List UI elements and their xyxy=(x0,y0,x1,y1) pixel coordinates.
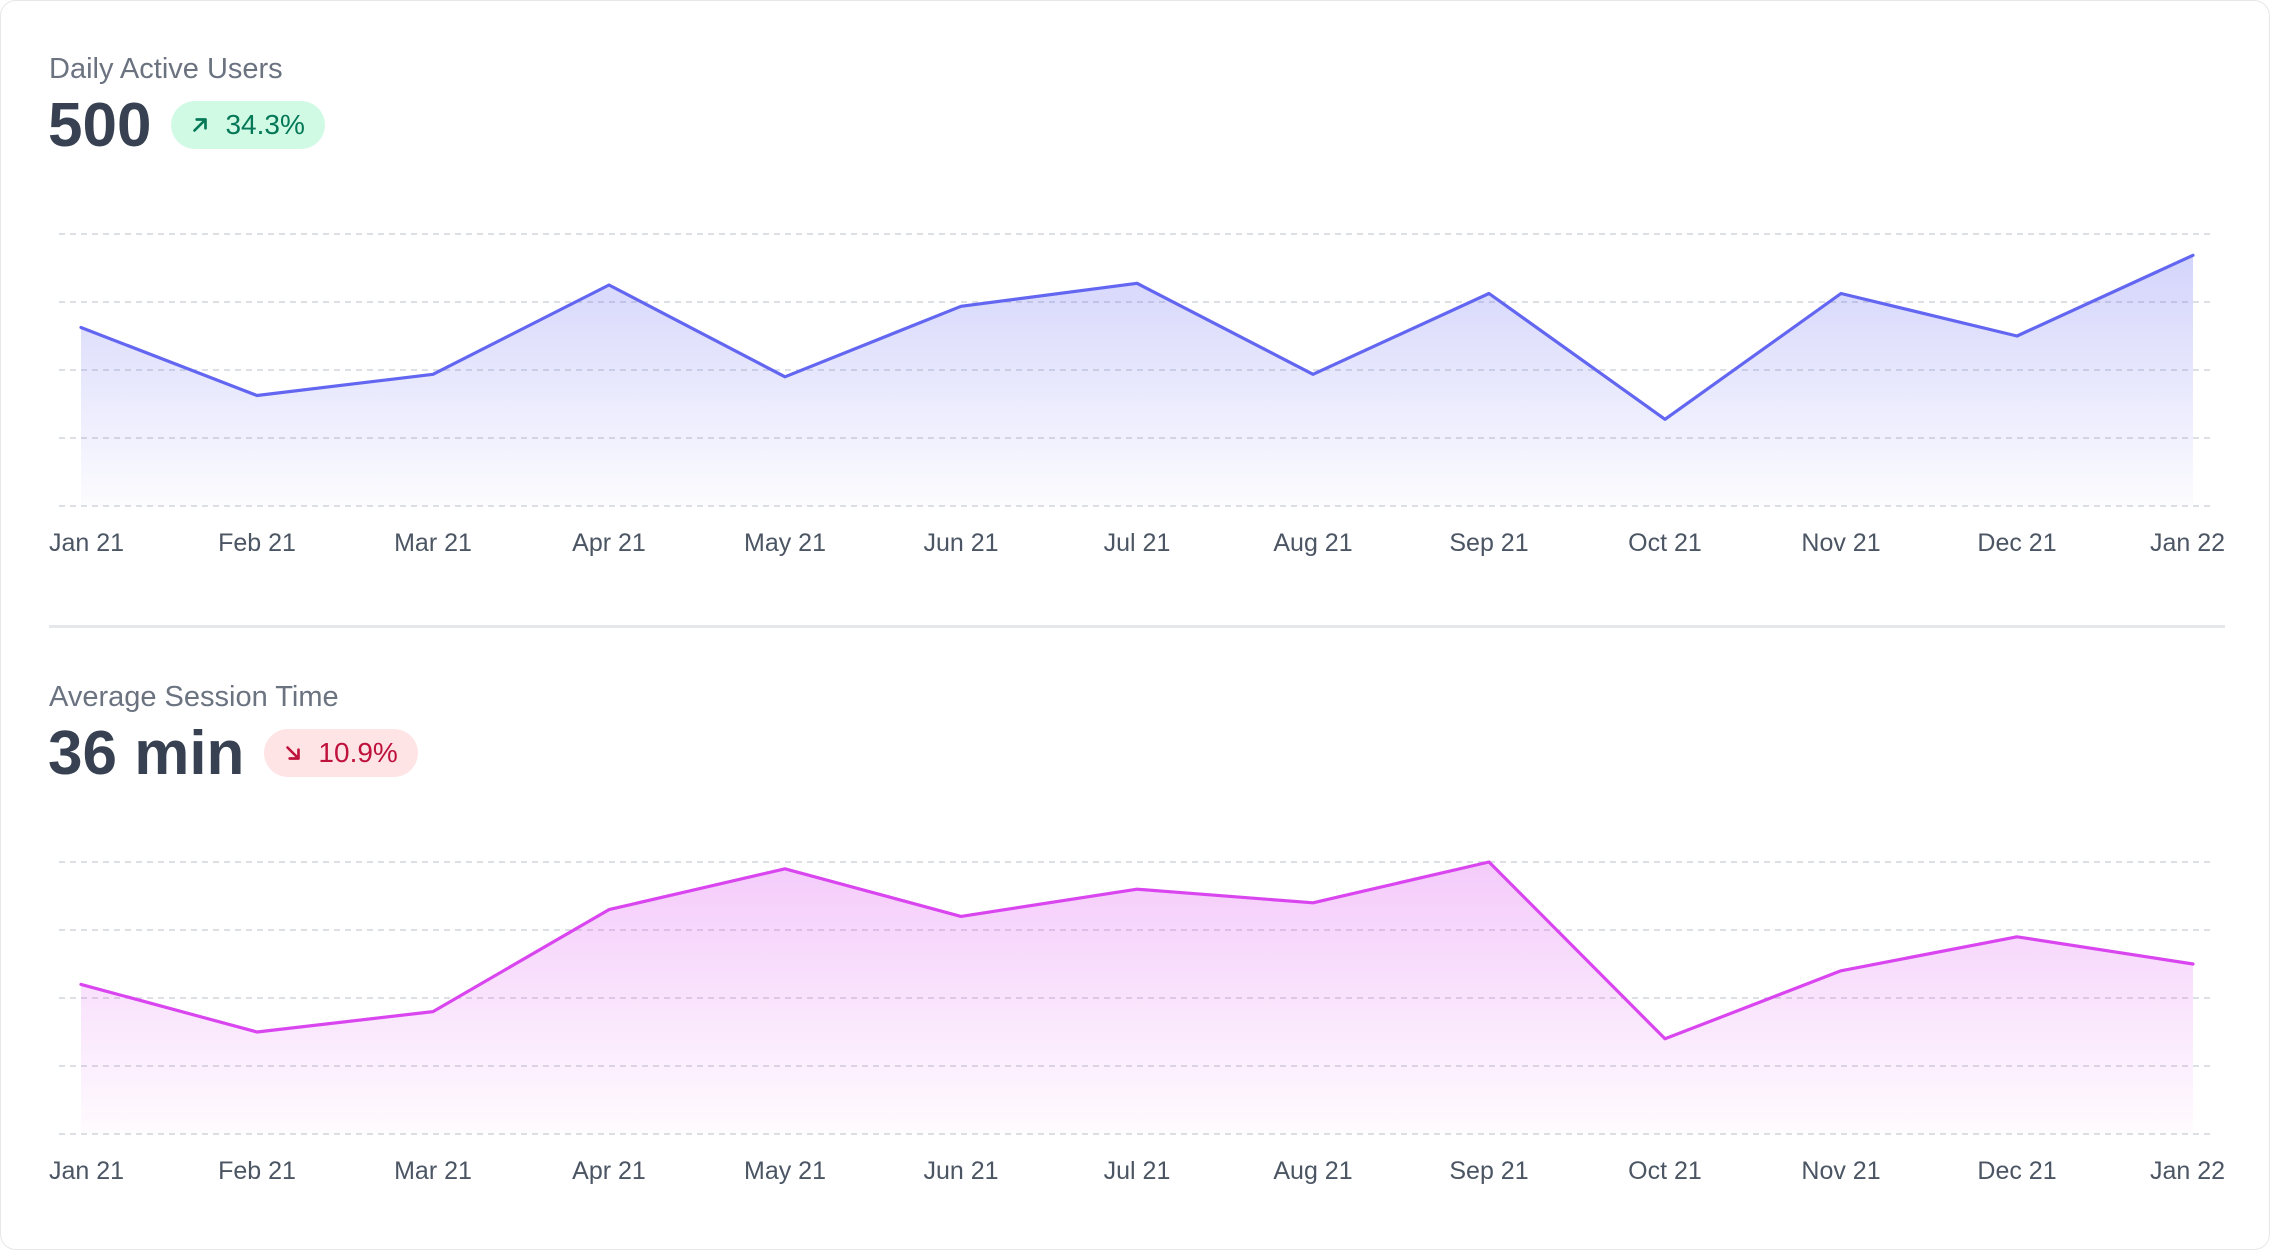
section-divider xyxy=(49,625,2225,628)
series-area xyxy=(81,862,2193,1134)
x-tick-label: Sep 21 xyxy=(1449,1157,1528,1185)
metric-value: 36 min xyxy=(48,719,245,788)
series-line xyxy=(79,860,2195,1041)
x-tick-label: Mar 21 xyxy=(394,529,472,557)
x-tick-label: Apr 21 xyxy=(572,1157,646,1185)
x-tick-label: Jun 21 xyxy=(923,1157,998,1185)
x-tick-label: Jul 21 xyxy=(1104,529,1171,557)
x-tick-label: Dec 21 xyxy=(1977,1157,2056,1185)
metric-label: Daily Active Users xyxy=(49,53,283,85)
series-line xyxy=(79,253,2195,421)
series-area xyxy=(81,255,2193,506)
x-tick-label: May 21 xyxy=(744,1157,826,1185)
trend-badge: 34.3% xyxy=(171,101,325,149)
metric-label: Average Session Time xyxy=(49,681,339,713)
x-tick-label: Mar 21 xyxy=(394,1157,472,1185)
x-tick-label: Nov 21 xyxy=(1801,529,1880,557)
x-tick-label: Aug 21 xyxy=(1273,529,1352,557)
x-tick-label: May 21 xyxy=(744,529,826,557)
session-area-chart: Jan 21 Feb 21 Mar 21 Apr 21 May 21 Jun 21 Jul … xyxy=(49,860,2225,1185)
badge-value: 10.9% xyxy=(318,737,398,768)
arrow-down-right-icon xyxy=(282,742,304,764)
badge-value: 34.3% xyxy=(225,109,305,140)
x-tick-label: Dec 21 xyxy=(1977,529,2056,557)
arrow-up-right-icon xyxy=(189,114,211,136)
dau-area-chart: Jan 21 Feb 21 Mar 21 Apr 21 May 21 Jun 21 Jul … xyxy=(49,233,2225,557)
x-tick-label: Oct 21 xyxy=(1628,1157,1702,1185)
trend-badge: 10.9% xyxy=(264,729,418,777)
x-tick-label: Oct 21 xyxy=(1628,529,1702,557)
x-tick-label: Sep 21 xyxy=(1449,529,1528,557)
x-tick-label: Aug 21 xyxy=(1273,1157,1352,1185)
x-tick-label: Feb 21 xyxy=(218,529,296,557)
x-tick-label: Jan 21 xyxy=(49,1157,124,1185)
x-tick-label: Jun 21 xyxy=(923,529,998,557)
x-tick-label: Nov 21 xyxy=(1801,1157,1880,1185)
x-tick-label: Feb 21 xyxy=(218,1157,296,1185)
x-tick-label: Jan 22 xyxy=(2150,1157,2225,1185)
x-tick-label: Jul 21 xyxy=(1104,1157,1171,1185)
metric-value: 500 xyxy=(48,91,152,160)
x-tick-label: Jan 21 xyxy=(49,529,124,557)
x-tick-label: Apr 21 xyxy=(572,529,646,557)
x-tick-label: Jan 22 xyxy=(2150,529,2225,557)
